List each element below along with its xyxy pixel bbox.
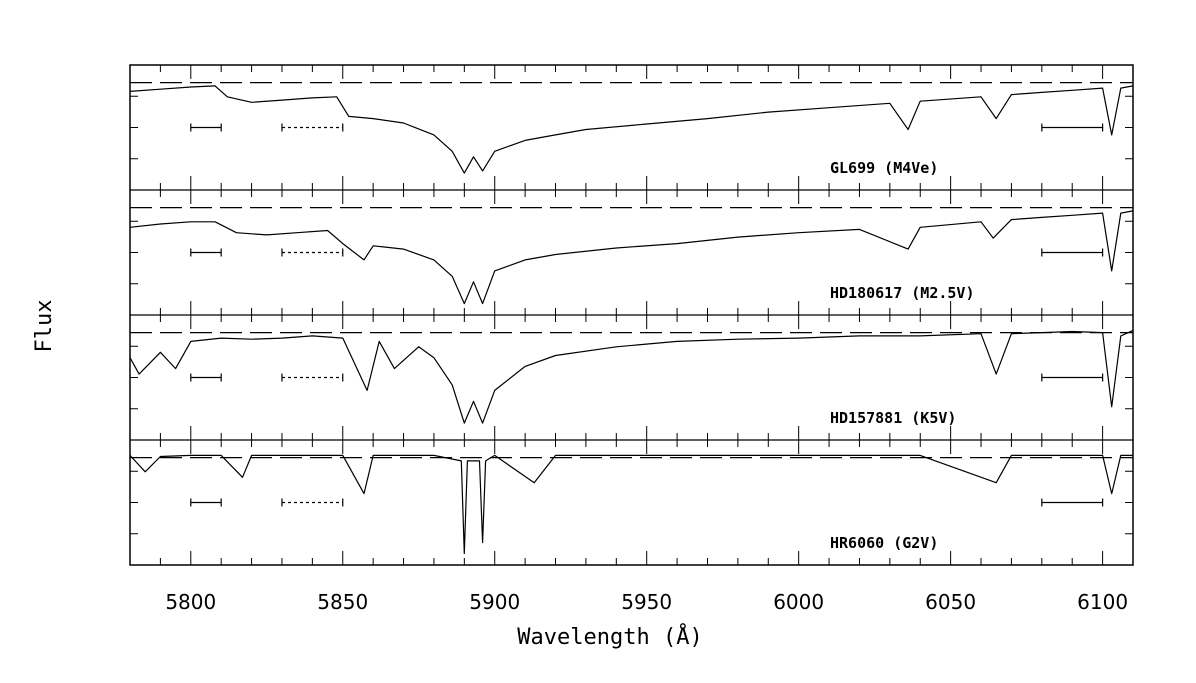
series-label: HR6060 (G2V)	[830, 534, 938, 552]
x-tick-label: 5900	[469, 590, 520, 614]
panel-4: HR6060 (G2V)	[129, 439, 1134, 565]
x-tick-label: 5850	[317, 590, 368, 614]
series-label: HD180617 (M2.5V)	[830, 284, 975, 302]
spectrum-line	[129, 329, 1134, 424]
x-axis: 5800 5850 5900 5950 6000 6050 6100	[165, 590, 1128, 614]
series-label: GL699 (M4Ve)	[830, 159, 938, 177]
panel-2: HD180617 (M2.5V)	[129, 189, 1134, 315]
x-tick-label: 6000	[773, 590, 824, 614]
x-tick-label: 5950	[621, 590, 672, 614]
panel-1: GL699 (M4Ve)	[129, 65, 1134, 190]
panel-3: HD157881 (K5V)	[129, 314, 1134, 440]
panels-group: GL699 (M4Ve) HD180617 (M2.5V) HD157881 (K5…	[129, 65, 1134, 565]
y-axis-title: Flux	[32, 300, 57, 353]
spectrum-line	[129, 85, 1134, 174]
spectrum-line	[129, 454, 1133, 555]
plot-border	[129, 64, 1134, 566]
x-tick-label: 5800	[165, 590, 216, 614]
x-tick-label: 6100	[1077, 590, 1128, 614]
spectrum-line	[129, 210, 1134, 305]
series-label: HD157881 (K5V)	[830, 409, 956, 427]
x-tick-label: 6050	[925, 590, 976, 614]
plot-frame	[129, 64, 1134, 566]
x-axis-title: Wavelength (Å)	[517, 623, 702, 650]
